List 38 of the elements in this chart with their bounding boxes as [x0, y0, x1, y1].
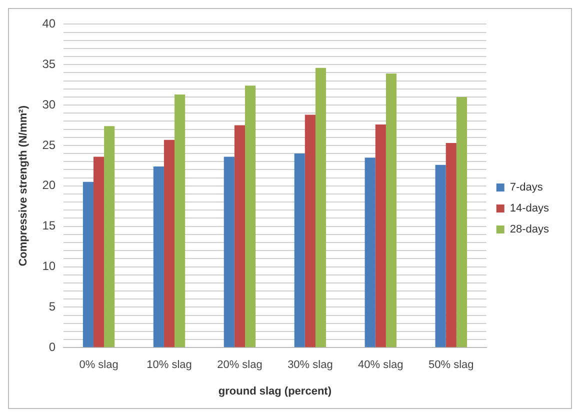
x-tick-label: 10% slag: [146, 359, 192, 372]
y-axis-title: Compressive strength (N/mm²): [18, 105, 30, 266]
bar: [153, 166, 164, 348]
x-tick-label: 50% slag: [428, 359, 474, 372]
x-axis-title: ground slag (percent): [218, 385, 332, 398]
bar: [375, 124, 386, 348]
bar: [104, 126, 115, 348]
y-tick-label: 10: [42, 259, 56, 274]
y-tick-label: 25: [42, 138, 56, 152]
bar: [164, 140, 175, 348]
bar: [304, 114, 316, 348]
y-tick-label: 40: [42, 16, 56, 31]
y-tick-label: 0: [48, 340, 56, 354]
bar: [82, 182, 94, 348]
bar: [435, 164, 446, 348]
y-tick-label: 15: [42, 218, 56, 233]
x-tick-label: 0% slag: [79, 359, 118, 372]
bar: [386, 74, 397, 348]
y-tick-label: 20: [42, 178, 56, 192]
legend-label: 7-days: [510, 182, 544, 194]
legend-label: 28-days: [510, 224, 550, 236]
legend-label: 14-days: [510, 202, 550, 215]
bar: [94, 156, 104, 348]
x-tick-label: 20% slag: [217, 359, 262, 372]
bar: [456, 96, 467, 348]
bar: [234, 125, 246, 348]
x-tick-label: 40% slag: [358, 359, 404, 372]
bar: [364, 158, 376, 348]
bar: [446, 143, 456, 348]
bar: [224, 156, 234, 348]
y-tick-label: 35: [42, 56, 56, 71]
x-tick-label: 30% slag: [288, 359, 333, 372]
bar: [174, 94, 186, 348]
y-tick-label: 5: [48, 299, 56, 314]
bar: [294, 154, 305, 348]
bar: [245, 86, 256, 348]
y-tick-label: 30: [42, 97, 56, 112]
bar: [315, 68, 326, 348]
